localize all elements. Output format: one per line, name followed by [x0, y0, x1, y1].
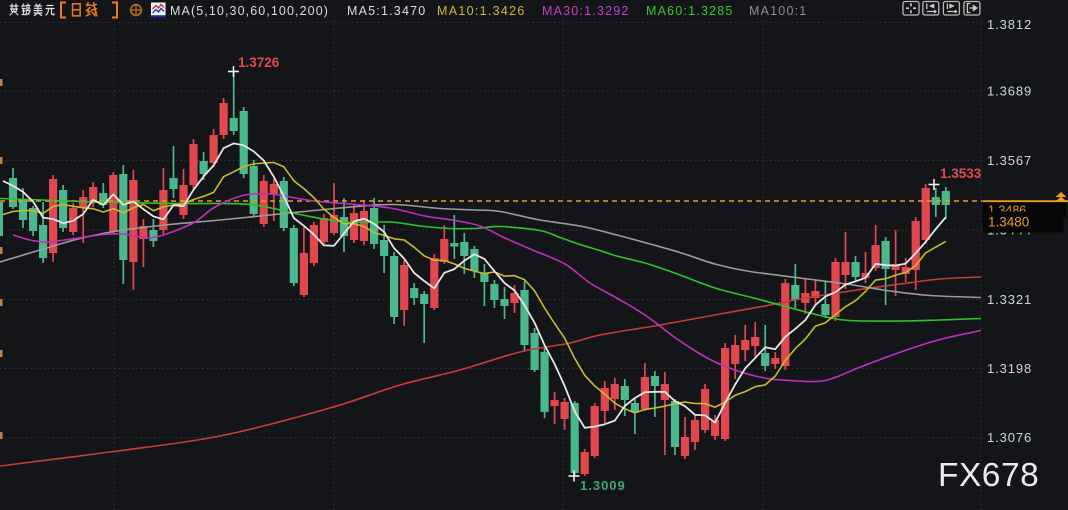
svg-text:1.3689: 1.3689 [987, 84, 1032, 99]
svg-text:MA30:1.3292: MA30:1.3292 [542, 4, 630, 18]
svg-text:MA(5,10,30,60,100,200): MA(5,10,30,60,100,200) [170, 4, 329, 18]
svg-text:1.3812: 1.3812 [987, 17, 1032, 32]
svg-text:1.3076: 1.3076 [987, 430, 1032, 445]
svg-text:MA10:1.3426: MA10:1.3426 [437, 4, 526, 18]
svg-text:MA100:1: MA100:1 [749, 4, 807, 18]
svg-text:1.3198: 1.3198 [987, 361, 1032, 376]
svg-text:1.3533: 1.3533 [940, 166, 982, 181]
svg-text:FX678: FX678 [938, 457, 1039, 494]
svg-text:1.3567: 1.3567 [987, 153, 1032, 168]
svg-text:1.3726: 1.3726 [238, 55, 280, 70]
svg-text:MA60:1.3285: MA60:1.3285 [646, 4, 734, 18]
svg-text:1.3480: 1.3480 [988, 215, 1029, 230]
svg-text:1.3009: 1.3009 [580, 478, 626, 493]
svg-text:1.3321: 1.3321 [987, 292, 1032, 307]
svg-text:MA5:1.3470: MA5:1.3470 [347, 4, 426, 18]
